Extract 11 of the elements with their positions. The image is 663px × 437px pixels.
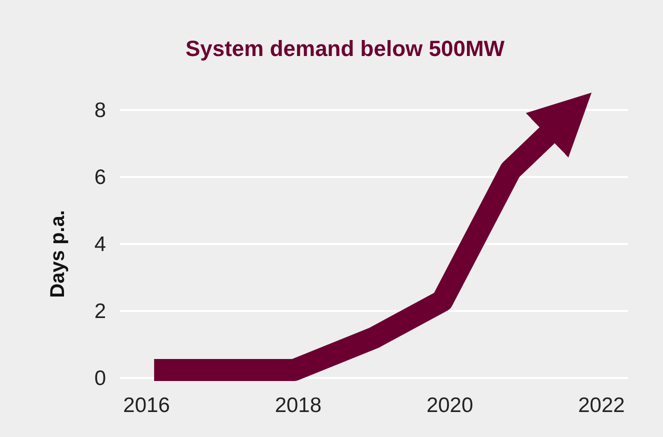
x-tick-label: 2020 [426,394,474,417]
y-tick-label: 8 [94,99,106,122]
y-axis-title: Days p.a. [47,210,69,298]
y-tick-label: 0 [94,367,106,390]
x-tick-label: 2018 [274,394,322,417]
x-tick-label: 2022 [578,394,625,417]
y-tick-label: 6 [94,166,106,189]
y-tick-label: 4 [94,233,106,256]
chart-title: System demand below 500MW [185,36,505,61]
y-tick-label: 2 [94,300,106,323]
x-tick-label: 2016 [123,394,170,417]
